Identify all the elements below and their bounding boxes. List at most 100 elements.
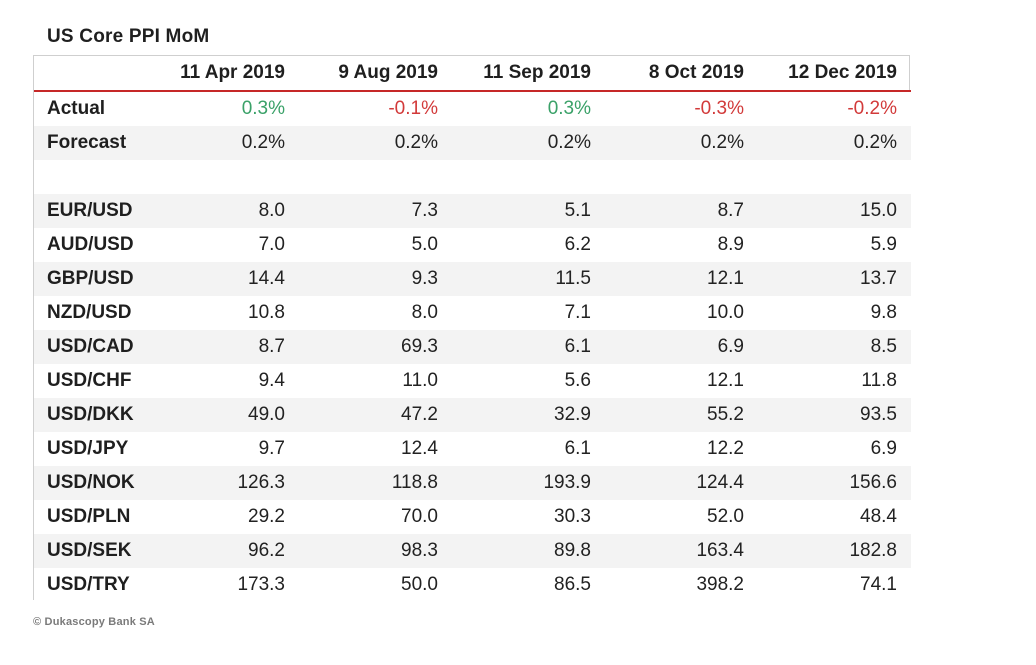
table-cell: 126.3 (146, 466, 299, 500)
table-cell: 89.8 (452, 534, 605, 568)
column-header: 8 Oct 2019 (605, 56, 758, 92)
table-row: EUR/USD 8.0 7.3 5.1 8.7 15.0 (34, 194, 911, 228)
table-cell: 49.0 (146, 398, 299, 432)
table-cell: 8.9 (605, 228, 758, 262)
table-cell: 193.9 (452, 466, 605, 500)
table-cell: 0.2% (299, 126, 452, 160)
table-cell: -0.1% (299, 91, 452, 126)
table-cell: 5.1 (452, 194, 605, 228)
table-cell: 96.2 (146, 534, 299, 568)
table-cell: 12.2 (605, 432, 758, 466)
table-cell: 6.1 (452, 330, 605, 364)
table-cell: 10.0 (605, 296, 758, 330)
header-corner (34, 56, 146, 92)
table-row: USD/CAD 8.7 69.3 6.1 6.9 8.5 (34, 330, 911, 364)
table-cell: 7.1 (452, 296, 605, 330)
table-cell: -0.2% (758, 91, 911, 126)
row-label: NZD/USD (34, 296, 146, 330)
row-label (34, 160, 146, 194)
row-label: USD/NOK (34, 466, 146, 500)
table-cell: 14.4 (146, 262, 299, 296)
spacer-row (34, 160, 911, 194)
table-cell: 9.7 (146, 432, 299, 466)
table-cell: 5.9 (758, 228, 911, 262)
table-cell (452, 160, 605, 194)
row-label: USD/CHF (34, 364, 146, 398)
table-cell: 50.0 (299, 568, 452, 602)
table-cell: 10.8 (146, 296, 299, 330)
table-cell: 32.9 (452, 398, 605, 432)
table-cell: 9.8 (758, 296, 911, 330)
table-cell (146, 160, 299, 194)
table-cell: 8.7 (146, 330, 299, 364)
table-cell: 8.0 (146, 194, 299, 228)
table-cell: 69.3 (299, 330, 452, 364)
table-cell: 29.2 (146, 500, 299, 534)
table-cell (758, 160, 911, 194)
table-cell: 7.3 (299, 194, 452, 228)
row-label: Forecast (34, 126, 146, 160)
table-cell (605, 160, 758, 194)
table-cell: 8.5 (758, 330, 911, 364)
table-cell: 93.5 (758, 398, 911, 432)
table-cell: 398.2 (605, 568, 758, 602)
table-body: Actual 0.3% -0.1% 0.3% -0.3% -0.2% Forecast 0.2… (34, 91, 911, 602)
column-header: 12 Dec 2019 (758, 56, 911, 92)
table-cell: 30.3 (452, 500, 605, 534)
table-cell: 55.2 (605, 398, 758, 432)
row-label: AUD/USD (34, 228, 146, 262)
table-row: AUD/USD 7.0 5.0 6.2 8.9 5.9 (34, 228, 911, 262)
table-row: GBP/USD 14.4 9.3 11.5 12.1 13.7 (34, 262, 911, 296)
table-cell: 70.0 (299, 500, 452, 534)
table-cell: 5.0 (299, 228, 452, 262)
table-row: Forecast 0.2% 0.2% 0.2% 0.2% 0.2% (34, 126, 911, 160)
column-header: 11 Apr 2019 (146, 56, 299, 92)
table-cell: 6.9 (605, 330, 758, 364)
row-label: Actual (34, 91, 146, 126)
table-title: US Core PPI MoM (47, 26, 210, 47)
table-row: USD/CHF 9.4 11.0 5.6 12.1 11.8 (34, 364, 911, 398)
table-cell: 0.3% (146, 91, 299, 126)
table-cell: 11.5 (452, 262, 605, 296)
column-header: 11 Sep 2019 (452, 56, 605, 92)
row-label: USD/TRY (34, 568, 146, 602)
table-cell: 5.6 (452, 364, 605, 398)
table-cell: 8.0 (299, 296, 452, 330)
data-table: 11 Apr 2019 9 Aug 2019 11 Sep 2019 8 Oct 20… (34, 56, 911, 602)
row-label: GBP/USD (34, 262, 146, 296)
table-cell: 124.4 (605, 466, 758, 500)
table-cell: 7.0 (146, 228, 299, 262)
table-header: 11 Apr 2019 9 Aug 2019 11 Sep 2019 8 Oct 20… (34, 56, 911, 92)
column-header: 9 Aug 2019 (299, 56, 452, 92)
table-cell: 0.2% (605, 126, 758, 160)
row-label: EUR/USD (34, 194, 146, 228)
table-cell: 6.9 (758, 432, 911, 466)
row-label: USD/SEK (34, 534, 146, 568)
table-row: USD/JPY 9.7 12.4 6.1 12.2 6.9 (34, 432, 911, 466)
table-cell (299, 160, 452, 194)
table-cell: 9.3 (299, 262, 452, 296)
table-cell: 156.6 (758, 466, 911, 500)
table-cell: 12.4 (299, 432, 452, 466)
table-cell: 6.2 (452, 228, 605, 262)
table-cell: 98.3 (299, 534, 452, 568)
row-label: USD/DKK (34, 398, 146, 432)
table-cell: 118.8 (299, 466, 452, 500)
table-cell: 74.1 (758, 568, 911, 602)
table-cell: 47.2 (299, 398, 452, 432)
table-cell: 182.8 (758, 534, 911, 568)
table-cell: 6.1 (452, 432, 605, 466)
table-cell: 12.1 (605, 262, 758, 296)
table-cell: 13.7 (758, 262, 911, 296)
table-cell: 11.0 (299, 364, 452, 398)
table-cell: 163.4 (605, 534, 758, 568)
table-row: Actual 0.3% -0.1% 0.3% -0.3% -0.2% (34, 91, 911, 126)
table-cell: 15.0 (758, 194, 911, 228)
table-row: USD/SEK 96.2 98.3 89.8 163.4 182.8 (34, 534, 911, 568)
table-row: USD/TRY 173.3 50.0 86.5 398.2 74.1 (34, 568, 911, 602)
table-row: USD/PLN 29.2 70.0 30.3 52.0 48.4 (34, 500, 911, 534)
table-cell: 52.0 (605, 500, 758, 534)
table-cell: 0.2% (758, 126, 911, 160)
table-cell: 0.3% (452, 91, 605, 126)
table-cell: 48.4 (758, 500, 911, 534)
